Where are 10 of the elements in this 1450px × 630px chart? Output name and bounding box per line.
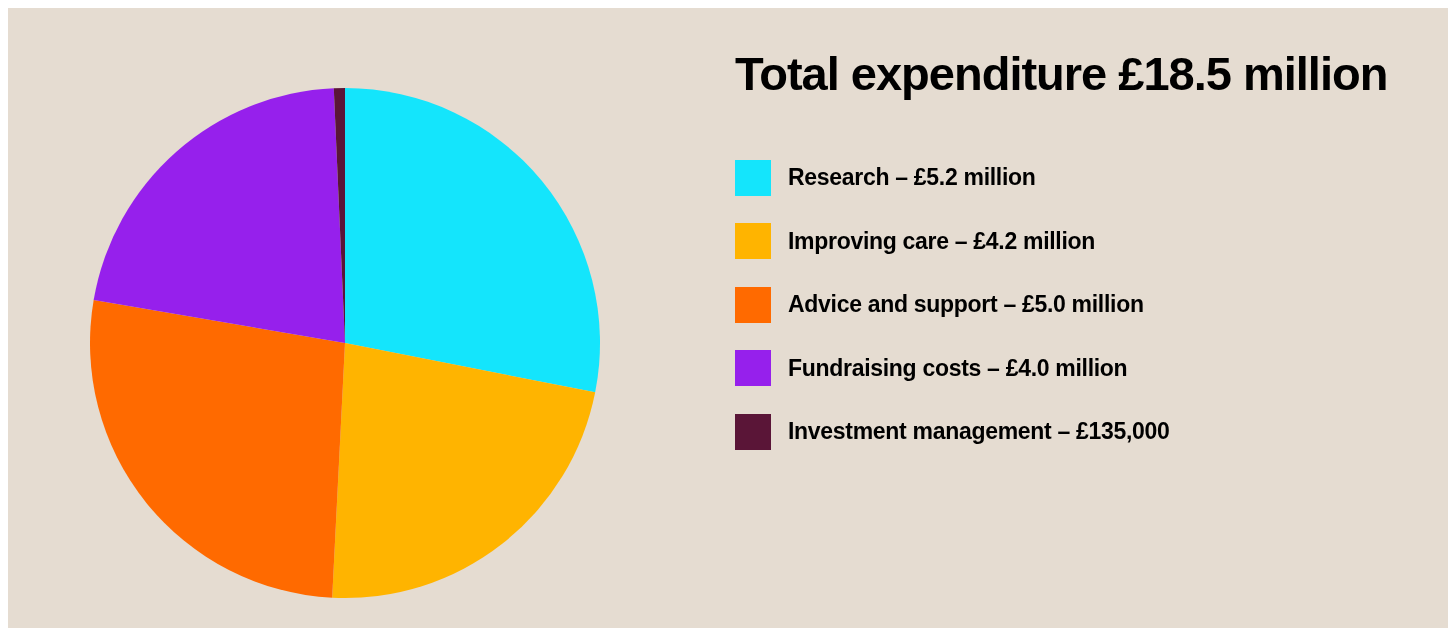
pie-slice [93,88,345,343]
legend-label: Fundraising costs – £4.0 million [788,354,1128,382]
pie-slice [332,343,596,598]
pie-slice [345,88,600,393]
legend-label: Research – £5.2 million [788,164,1036,192]
pie-slice [90,299,345,598]
legend-label: Improving care – £4.2 million [788,227,1096,255]
chart-title: Total expenditure £18.5 million [735,46,1388,101]
legend-label: Investment management – £135,000 [788,418,1170,446]
legend-label: Advice and support – £5.0 million [788,291,1144,319]
